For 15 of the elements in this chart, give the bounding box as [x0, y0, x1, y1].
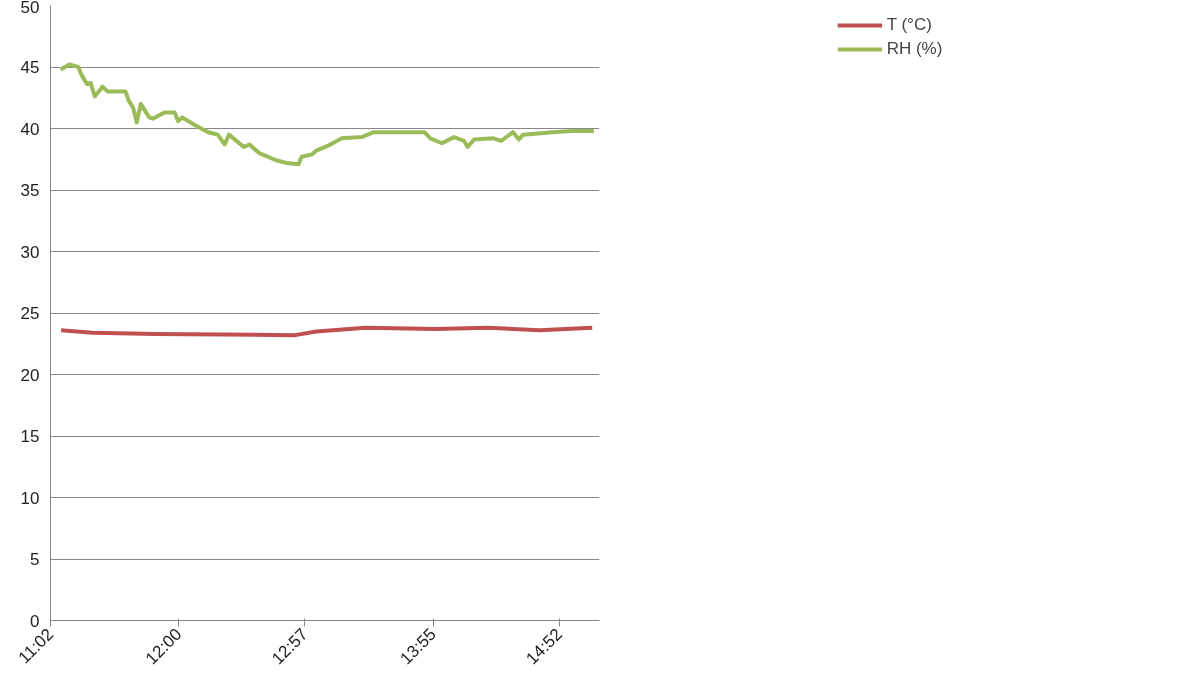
y-tick-label: 0	[30, 611, 40, 631]
y-tick-label: 35	[20, 181, 40, 200]
y-tick-label: 15	[20, 427, 40, 446]
y-tick-label: 45	[20, 58, 40, 77]
y-tick-label: 50	[20, 0, 40, 17]
y-tick-label: 30	[20, 242, 40, 262]
y-tick-label: 5	[30, 550, 40, 569]
y-tick-label: 20	[20, 365, 40, 385]
y-tick-label: 40	[20, 119, 40, 139]
y-tick-label: 10	[20, 488, 40, 508]
line-series	[58, 62, 596, 167]
legend-label: RH (%)	[886, 39, 943, 59]
y-tick-label: 25	[20, 304, 40, 323]
legend-label: T (°C)	[886, 15, 932, 35]
line-series	[59, 325, 595, 338]
